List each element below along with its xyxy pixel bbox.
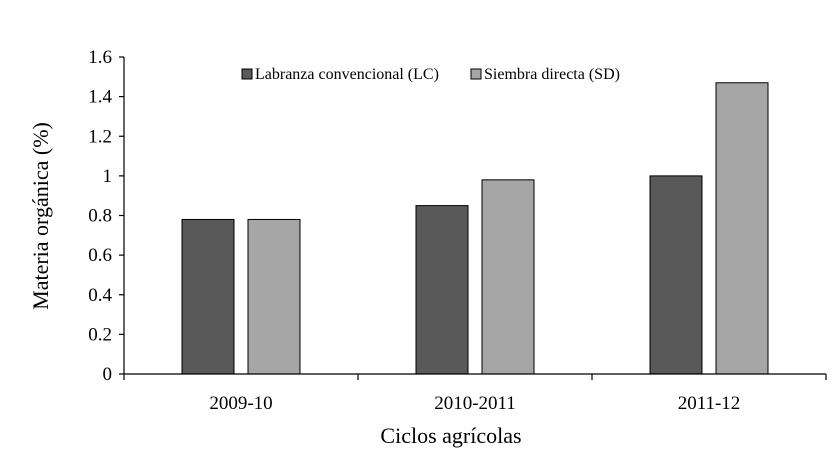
bar-2009-10-series-1 xyxy=(181,218,235,375)
legend: Labranza convencional (LC) Siembra direct… xyxy=(241,66,620,83)
y-tick-label: 1 xyxy=(103,166,113,187)
y-tick-label: 0 xyxy=(103,364,113,385)
bars-group xyxy=(181,82,769,375)
y-tick-label: 0.8 xyxy=(88,206,112,227)
y-tick-label: 1.6 xyxy=(88,47,112,68)
x-ticks-group: 2009-10 2010-2011 2011-12 xyxy=(123,374,827,414)
y-tick-label: 1.4 xyxy=(88,87,112,108)
bar-2011-12-series-1 xyxy=(649,175,703,375)
y-tick-label: 1.2 xyxy=(88,126,112,147)
legend-swatch-2 xyxy=(470,68,482,80)
y-tick-label: 0.6 xyxy=(88,245,112,266)
legend-swatch-1 xyxy=(241,68,253,80)
bar-2009-10-series-2 xyxy=(247,218,301,375)
y-axis-title: Materia orgánica (%) xyxy=(28,122,53,310)
x-tick-label: 2010-2011 xyxy=(434,393,516,414)
x-axis-title: Ciclos agrícolas xyxy=(380,423,521,448)
x-tick-label: 2011-12 xyxy=(678,393,741,414)
bar-2010-2011-series-2 xyxy=(481,179,535,375)
y-ticks-group: 0 0.2 0.4 0.6 0.8 1 1.2 1.4 1.6 xyxy=(88,47,124,385)
bar-2011-12-series-2 xyxy=(715,82,769,375)
legend-label-1: Labranza convencional (LC) xyxy=(255,66,439,83)
bar-2010-2011-series-1 xyxy=(415,205,469,375)
x-tick-label: 2009-10 xyxy=(209,393,272,414)
y-tick-label: 0.4 xyxy=(88,285,112,306)
y-tick-label: 0.2 xyxy=(88,324,112,345)
legend-label-2: Siembra directa (SD) xyxy=(484,66,620,83)
